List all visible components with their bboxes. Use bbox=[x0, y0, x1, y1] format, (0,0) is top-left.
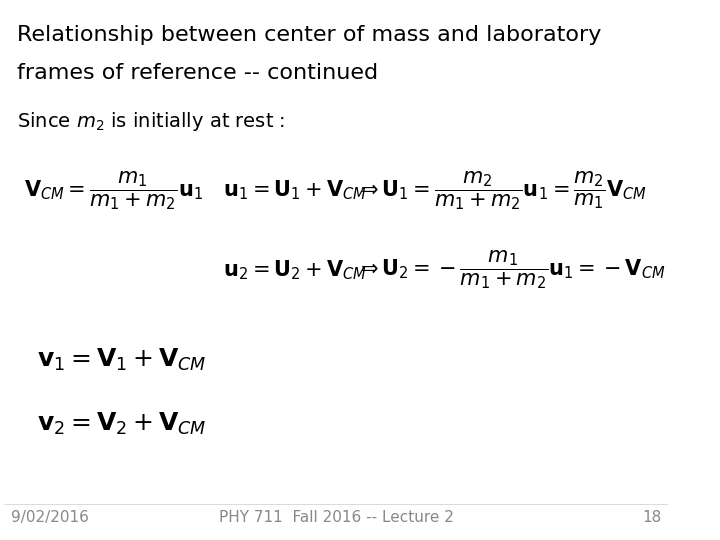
Text: $\mathbf{V}_{CM} = \dfrac{m_1}{m_1+m_2}\mathbf{u}_1$: $\mathbf{V}_{CM} = \dfrac{m_1}{m_1+m_2}\… bbox=[24, 169, 203, 212]
Text: $\mathbf{v}_1 = \mathbf{V}_1 + \mathbf{V}_{CM}$: $\mathbf{v}_1 = \mathbf{V}_1 + \mathbf{V… bbox=[37, 347, 207, 374]
Text: $\mathbf{v}_2 = \mathbf{V}_2 + \mathbf{V}_{CM}$: $\mathbf{v}_2 = \mathbf{V}_2 + \mathbf{V… bbox=[37, 411, 207, 437]
Text: Relationship between center of mass and laboratory: Relationship between center of mass and … bbox=[17, 25, 602, 45]
Text: $\mathbf{u}_1 = \mathbf{U}_1 + \mathbf{V}_{CM}$: $\mathbf{u}_1 = \mathbf{U}_1 + \mathbf{V… bbox=[223, 178, 367, 202]
Text: $\Rightarrow \mathbf{U}_1 = \dfrac{m_2}{m_1+m_2}\mathbf{u}_1 = \dfrac{m_2}{m_1}\: $\Rightarrow \mathbf{U}_1 = \dfrac{m_2}{… bbox=[356, 169, 647, 212]
Text: $\Rightarrow \mathbf{U}_2 = -\dfrac{m_1}{m_1+m_2}\mathbf{u}_1 = -\mathbf{V}_{CM}: $\Rightarrow \mathbf{U}_2 = -\dfrac{m_1}… bbox=[356, 248, 666, 292]
Text: frames of reference -- continued: frames of reference -- continued bbox=[17, 63, 379, 83]
Text: Since $m_2$ is initially at rest :: Since $m_2$ is initially at rest : bbox=[17, 111, 286, 133]
Text: $\mathbf{u}_2 = \mathbf{U}_2 + \mathbf{V}_{CM}$: $\mathbf{u}_2 = \mathbf{U}_2 + \mathbf{V… bbox=[223, 258, 367, 282]
Text: PHY 711  Fall 2016 -- Lecture 2: PHY 711 Fall 2016 -- Lecture 2 bbox=[219, 510, 454, 525]
Text: 9/02/2016: 9/02/2016 bbox=[11, 510, 89, 525]
Text: 18: 18 bbox=[642, 510, 662, 525]
